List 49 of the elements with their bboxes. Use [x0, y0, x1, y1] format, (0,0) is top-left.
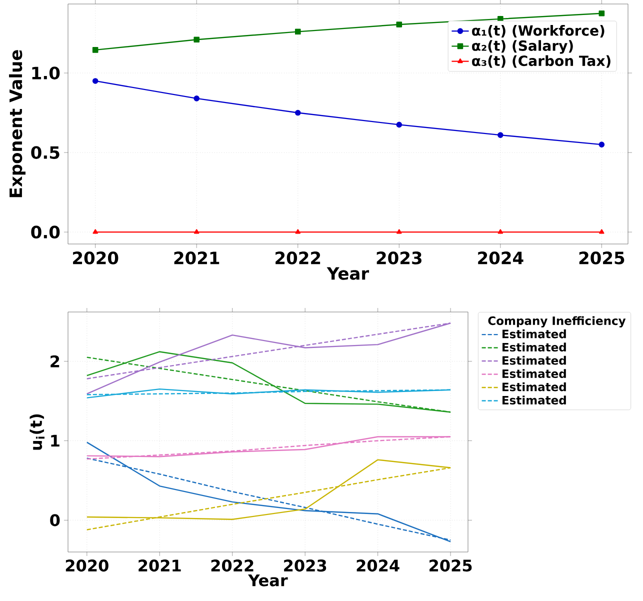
point — [498, 132, 504, 138]
y-tick-label: 2 — [50, 355, 60, 368]
x-axis-title: Year — [326, 267, 370, 280]
point — [92, 78, 98, 84]
point — [598, 10, 605, 16]
point — [294, 110, 301, 116]
y-axis-title: u$_{i}$(t) — [30, 414, 44, 450]
x-tick-label: 2022 — [276, 252, 320, 264]
legend-label: Estimated — [502, 382, 566, 392]
point — [498, 229, 503, 234]
point — [294, 28, 301, 35]
y-tick-label: 1.0 — [32, 66, 60, 80]
x-axis-title: Year — [248, 574, 288, 586]
legend-label: Estimated — [502, 396, 566, 405]
legend-label: α₁(t) (Workforce) — [472, 24, 604, 38]
legend-label: Estimated — [502, 356, 566, 365]
y-tick-label: 1 — [51, 434, 60, 447]
point — [396, 122, 402, 128]
x-tick-label: 2023 — [376, 252, 422, 264]
x-tick-label: 2025 — [430, 560, 472, 572]
point — [396, 229, 402, 234]
legend-title: Company Inefficiency — [488, 316, 626, 328]
y-tick-label: 0.0 — [31, 226, 60, 238]
legend-label: Estimated — [502, 329, 566, 338]
legend-label: α₂(t) (Salary) — [472, 40, 573, 54]
y-tick-label: 0 — [50, 514, 60, 526]
y-tick-label: 0.5 — [31, 146, 60, 159]
x-tick-label: 2024 — [356, 560, 400, 572]
legend-label: α₃(t) (Carbon Tax) — [472, 55, 610, 68]
x-tick-label: 2024 — [478, 252, 524, 264]
x-tick-label: 2023 — [284, 560, 326, 572]
point — [194, 96, 200, 102]
x-tick-label: 2020 — [73, 252, 118, 264]
legend-label: Estimated — [502, 342, 566, 352]
point — [194, 36, 200, 43]
point — [194, 229, 200, 234]
point — [92, 229, 98, 234]
point — [598, 142, 605, 148]
x-tick-label: 2020 — [66, 560, 108, 572]
point — [295, 229, 300, 234]
point — [92, 47, 98, 53]
point — [396, 22, 402, 28]
y-axis-title: Exponent Value — [9, 50, 26, 198]
x-tick-label: 2025 — [579, 252, 624, 264]
x-tick-label: 2022 — [211, 560, 254, 572]
x-tick-label: 2021 — [174, 252, 220, 264]
x-tick-label: 2021 — [138, 560, 181, 572]
legend-label: Estimated — [502, 369, 566, 378]
point — [599, 229, 604, 234]
